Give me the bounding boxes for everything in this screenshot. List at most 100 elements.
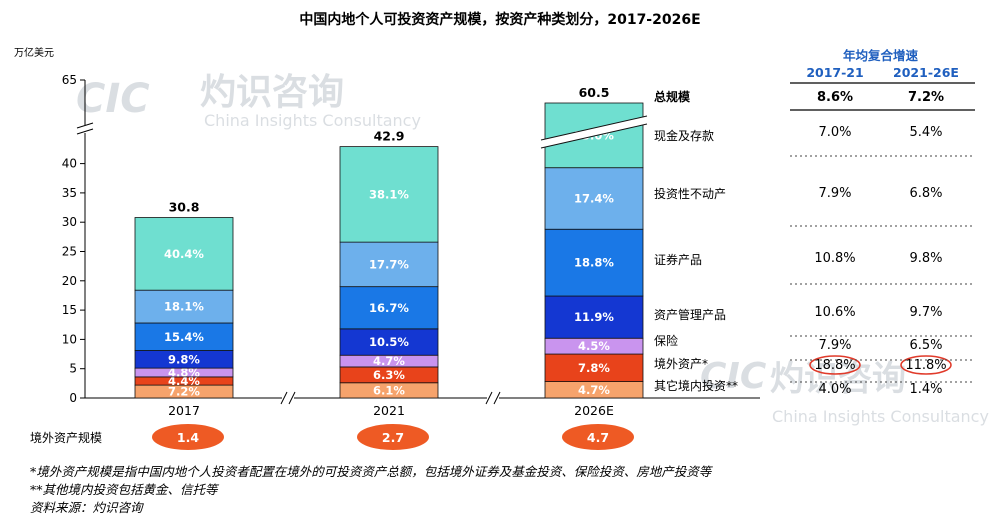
highlight-oval	[900, 355, 952, 375]
x-axis-break-mark	[493, 391, 501, 405]
footnote-overseas: *境外资产规模是指中国内地个人投资者配置在境外的可投资资产总额，包括境外证券及基…	[30, 464, 712, 479]
y-tick-label: 20	[62, 274, 77, 288]
cagr-value: 4.0%	[818, 382, 851, 397]
cagr-value: 18.8%	[814, 358, 855, 373]
y-axis-unit: 万亿美元	[14, 46, 54, 59]
data-label: 9.8%	[168, 352, 200, 366]
data-label: 4.7%	[373, 354, 405, 368]
watermark-cn: 灼识咨询	[200, 72, 344, 113]
bar-total-label: 60.5	[579, 85, 610, 100]
y-tick-label: 10	[62, 332, 77, 346]
data-label: 7.2%	[168, 385, 200, 399]
y-tick-label: 15	[62, 303, 77, 317]
bar-break-mark	[540, 115, 648, 141]
overseas-label: 境外资产规模	[30, 430, 102, 445]
watermark-logo-2: CIC	[700, 356, 767, 397]
watermark-cn-2: 灼识咨询	[770, 359, 906, 399]
bar-segment-境外资产*	[544, 353, 644, 382]
cagr-value: 9.8%	[909, 251, 942, 266]
data-label: 17.4%	[574, 191, 614, 205]
data-label: 4.8%	[168, 366, 200, 380]
overseas-value: 4.7	[587, 430, 609, 445]
x-axis-break-mark	[280, 391, 288, 405]
cagr-value: 7.2%	[908, 90, 944, 105]
legend-label: 投资性不动产	[654, 186, 726, 201]
watermark-en: China Insights Consultancy	[204, 111, 421, 130]
highlight-oval	[809, 355, 861, 375]
cagr-value: 8.6%	[817, 90, 853, 105]
watermark-logo: CIC	[76, 76, 150, 122]
cagr-value: 5.4%	[909, 125, 942, 140]
x-axis-break-mark	[288, 391, 296, 405]
footnote-other: **其他境内投资包括黄金、信托等	[30, 482, 218, 497]
data-label: 38.1%	[369, 187, 409, 201]
overseas-badge	[357, 424, 429, 450]
data-label: 6.1%	[373, 383, 405, 397]
legend-label: 证券产品	[654, 252, 702, 267]
cagr-value: 7.9%	[818, 338, 851, 353]
bar-break-mark	[540, 123, 648, 149]
footnote-source: 资料来源：灼识咨询	[30, 500, 143, 515]
watermark-2: CIC 灼识咨询 China Insights Consultancy	[700, 356, 989, 426]
bar-segment-现金及存款	[339, 146, 439, 243]
x-tick-label: 2021	[373, 403, 405, 418]
chart-title: 中国内地个人可投资资产规模，按资产种类划分，2017-2026E	[299, 11, 700, 28]
legend-label: 总规模	[654, 89, 691, 104]
data-label: 18.8%	[574, 256, 614, 270]
y-tick-label: 40	[62, 157, 77, 171]
y-tick-label: 5	[69, 362, 77, 376]
cagr-value: 6.5%	[909, 338, 942, 353]
legend-label: 保险	[654, 333, 678, 348]
cagr-value: 1.4%	[909, 382, 942, 397]
y-tick-label: 0	[69, 391, 77, 405]
overseas-badge	[152, 424, 224, 450]
y-axis-break-mark	[76, 122, 94, 129]
data-label: 4.4%	[168, 374, 200, 388]
bar-segment-现金及存款	[134, 217, 234, 291]
x-tick-label: 2026E	[574, 403, 614, 418]
y-tick-label: 35	[62, 186, 77, 200]
overseas-badge	[562, 424, 634, 450]
y-axis-break-gap	[77, 125, 93, 133]
bar-segment-证券产品	[544, 228, 644, 297]
cagr-header: 年均复合增速	[843, 48, 919, 63]
cagr-period: 2017-21	[806, 65, 863, 80]
data-label: 15.4%	[164, 330, 204, 344]
cagr-value: 7.0%	[818, 125, 851, 140]
bar-segment-投资性不动产	[134, 289, 234, 324]
data-label: 6.3%	[373, 368, 405, 382]
x-tick-label: 2017	[168, 403, 200, 418]
legend-label: 境外资产*	[654, 356, 708, 371]
cagr-value: 10.8%	[814, 251, 855, 266]
data-label: 4.7%	[578, 383, 610, 397]
cagr-value: 9.7%	[909, 305, 942, 320]
legend-label: 现金及存款	[654, 128, 714, 143]
watermark-en-2: China Insights Consultancy	[772, 407, 989, 426]
cagr-value: 11.8%	[905, 358, 946, 373]
bar-total-label: 30.8	[169, 200, 200, 215]
data-label: 7.8%	[578, 361, 610, 375]
cagr-value: 7.9%	[818, 186, 851, 201]
x-axis-break-mark	[485, 391, 493, 405]
legend-label: 资产管理产品	[654, 307, 726, 322]
legend-label: 其它境内投资**	[654, 378, 738, 393]
y-tick-label: 25	[62, 245, 77, 259]
data-label: 11.9%	[574, 310, 614, 324]
bar-segment-投资性不动产	[544, 167, 644, 230]
bar-segment-证券产品	[134, 322, 234, 351]
cagr-value: 10.6%	[814, 305, 855, 320]
overseas-value: 1.4	[177, 430, 199, 445]
y-tick-label: 30	[62, 215, 77, 229]
y-axis-break-mark	[76, 128, 94, 135]
data-label: 4.5%	[578, 339, 610, 353]
data-label: 16.7%	[369, 301, 409, 315]
bar-total-label: 42.9	[374, 129, 405, 144]
cagr-period: 2021-26E	[893, 65, 959, 80]
data-label: 40.4%	[164, 247, 204, 261]
data-label: 17.7%	[369, 257, 409, 271]
bar-break-gap	[541, 116, 647, 148]
overseas-value: 2.7	[382, 430, 404, 445]
y-tick-label: 65	[62, 73, 77, 87]
